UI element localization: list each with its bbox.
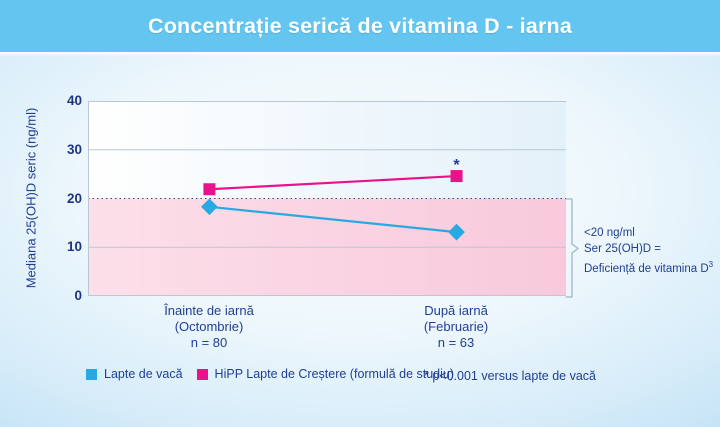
data-point [203, 183, 216, 196]
legend: Lapte de vacă HiPP Lapte de Creștere (fo… [86, 367, 468, 381]
chart-title-bar: Concentrație serică de vitamina D - iarn… [0, 0, 720, 57]
series-line [209, 174, 457, 191]
annotation-line: <20 ng/ml [584, 227, 635, 239]
legend-swatch-cow-milk [86, 368, 97, 380]
y-tick-label: 0 [74, 288, 82, 303]
x-label-line: n = 80 [190, 335, 228, 350]
x-label-line: n = 63 [437, 335, 475, 350]
significance-footnote: * p<0.001 versus lapte de vacă [424, 369, 596, 383]
chart-title: Concentrație serică de vitamina D - iarn… [147, 13, 573, 38]
x-label-line: Înainte de iarnă [164, 303, 254, 318]
significance-marker: * [453, 157, 460, 174]
data-point [450, 170, 463, 183]
legend-swatch-hipp-formula [196, 368, 208, 380]
annotation-line: Deficiență de vitamina D3 [584, 260, 714, 275]
series-line [209, 205, 457, 234]
plot-area: * [88, 101, 566, 296]
y-axis-title: Mediana 25(OH)D seric (ng/ml) [23, 107, 39, 289]
legend-label-cow-milk: Lapte de vacă [104, 367, 183, 381]
deficiency-annotation: <20 ng/ml Ser 25(OH)D = Deficiență de vi… [584, 225, 720, 277]
chart-canvas: * [88, 101, 566, 296]
x-label-after-winter: După iarnă (Februarie) n = 63 [424, 303, 488, 351]
x-label-line: După iarnă [424, 303, 488, 318]
y-tick-label: 20 [66, 190, 82, 206]
y-tick-label: 10 [66, 239, 82, 255]
deficiency-bracket [565, 198, 579, 298]
x-label-line: (Februarie) [423, 319, 489, 334]
y-tick-label: 40 [66, 93, 82, 108]
legend-label-hipp-formula: HiPP Lapte de Creștere (formulă de studi… [214, 367, 455, 381]
y-tick-label: 30 [66, 141, 82, 157]
annotation-line: Ser 25(OH)D = [584, 243, 662, 255]
x-label-line: (Octombrie) [174, 319, 244, 334]
x-label-before-winter: Înainte de iarnă (Octombrie) n = 80 [164, 303, 254, 351]
